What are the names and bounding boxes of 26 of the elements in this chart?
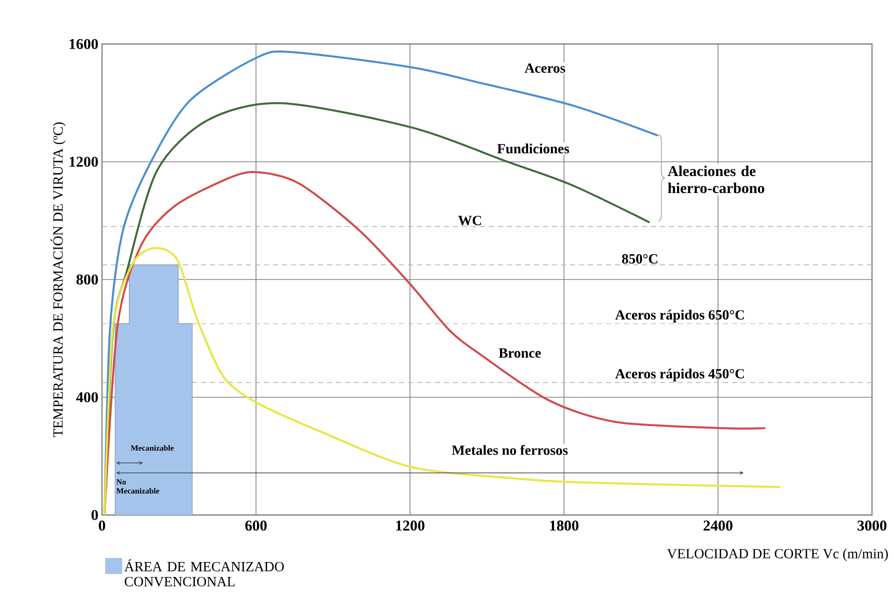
y-tick-label: 800 — [76, 274, 98, 285]
ref-line-label: Aceros rápidos 450°C — [615, 368, 744, 382]
x-tick-label: 0 — [98, 520, 106, 531]
series-label: Bronce — [498, 348, 541, 358]
annotation: No Mecanizable — [116, 479, 160, 494]
x-tick-label: 1200 — [396, 520, 424, 531]
legend-label: ÁREA DE MECANIZADO CONVENCIONAL — [124, 559, 284, 586]
y-axis-title: TEMPERATURA DE FORMACIÓN DE VIRUTA (ºC) — [50, 122, 66, 437]
y-tick-label: 1600 — [70, 38, 98, 50]
ref-line-label: WC — [458, 216, 482, 226]
x-tick-label: 600 — [245, 520, 267, 531]
ref-line-label: Aceros rápidos 650°C — [615, 310, 744, 322]
series-label: Aceros — [524, 63, 566, 73]
x-tick-label: 2400 — [704, 520, 732, 531]
y-tick-label: 400 — [76, 392, 98, 402]
y-tick-label: 0 — [92, 510, 98, 520]
series-label: Fundiciones — [497, 144, 570, 154]
x-tick-label: 3000 — [858, 520, 886, 531]
series-label: Metales no ferrosos — [452, 444, 568, 455]
x-tick-label: 1800 — [550, 520, 578, 531]
line-series — [104, 247, 780, 515]
annotation: Mecanizable — [130, 445, 174, 451]
x-axis-title: VELOCIDAD DE CORTE Vc (m/min) — [667, 548, 888, 562]
ref-line-label: 850°C — [622, 254, 658, 264]
annotation: Aleaciones de hierro-carbono — [668, 166, 764, 194]
y-tick-label: 1200 — [70, 156, 98, 167]
